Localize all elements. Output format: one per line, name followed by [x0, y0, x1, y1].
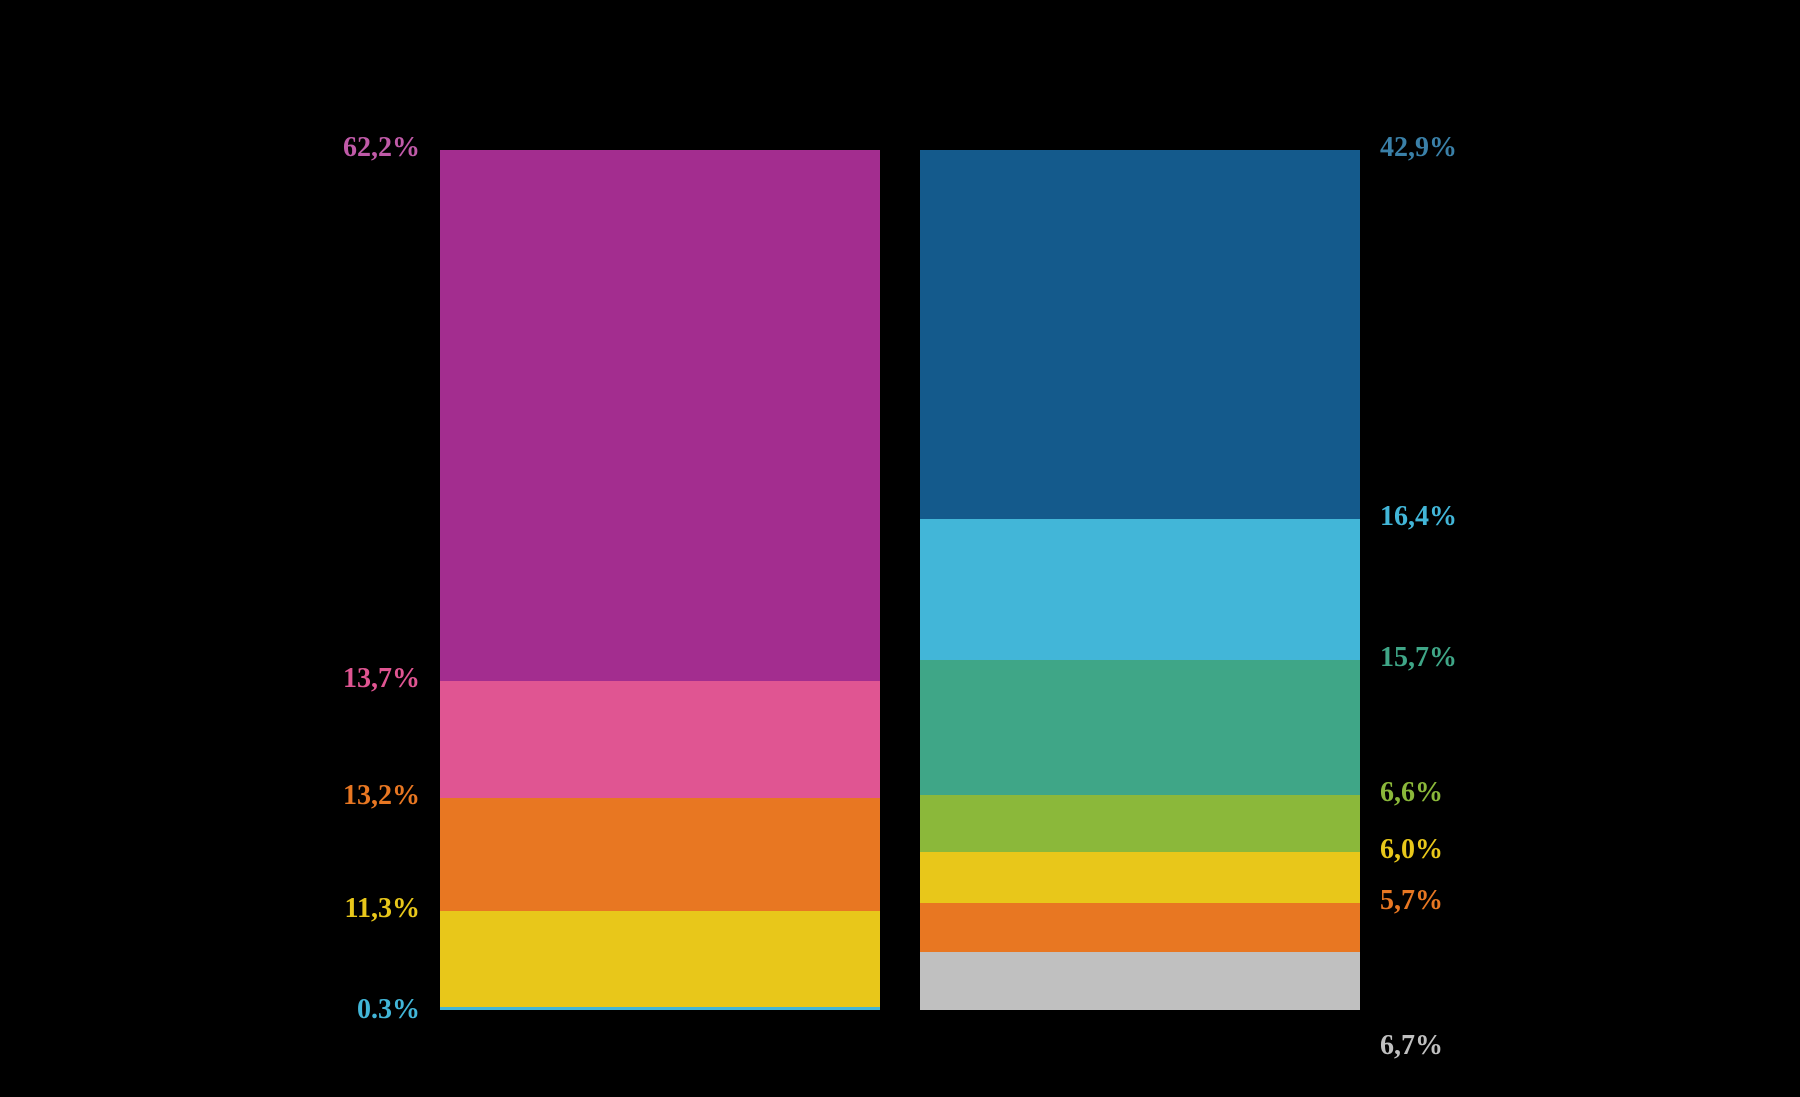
bar-segment — [920, 150, 1360, 519]
bar-segment — [920, 903, 1360, 952]
bar-right-wrapper: 42,9%16,4%15,7%6,6%6,0%5,7%6,7% — [920, 150, 1360, 1010]
segment-label: 13,7% — [343, 663, 420, 695]
segment-label: 16,4% — [1380, 501, 1457, 533]
segment-label: 6,6% — [1380, 777, 1443, 809]
segment-label: 5,7% — [1380, 885, 1443, 917]
segment-label: 42,9% — [1380, 132, 1457, 164]
bar-segment — [440, 681, 880, 798]
bar-right — [920, 150, 1360, 1010]
bar-segment — [920, 852, 1360, 904]
stacked-bar-chart: 62,2%13,7%13,2%11,3%0.3% 42,9%16,4%15,7%… — [0, 150, 1800, 1010]
segment-label: 15,7% — [1380, 642, 1457, 674]
segment-label: 6,0% — [1380, 834, 1443, 866]
bar-segment — [440, 798, 880, 911]
segment-label: 13,2% — [343, 780, 420, 812]
bar-segment — [920, 660, 1360, 795]
bar-segment — [440, 1007, 880, 1010]
bar-segment — [440, 911, 880, 1008]
bar-segment — [920, 952, 1360, 1010]
bar-segment — [920, 795, 1360, 852]
segment-label: 0.3% — [357, 994, 420, 1026]
bar-left-wrapper: 62,2%13,7%13,2%11,3%0.3% — [440, 150, 880, 1010]
segment-label: 11,3% — [345, 893, 420, 925]
segment-label: 6,7% — [1380, 1030, 1443, 1062]
labels-right: 42,9%16,4%15,7%6,6%6,0%5,7%6,7% — [1380, 150, 1560, 1010]
labels-left: 62,2%13,7%13,2%11,3%0.3% — [240, 150, 420, 1010]
bar-left — [440, 150, 880, 1010]
bar-segment — [920, 519, 1360, 660]
bar-segment — [440, 150, 880, 681]
segment-label: 62,2% — [343, 132, 420, 164]
